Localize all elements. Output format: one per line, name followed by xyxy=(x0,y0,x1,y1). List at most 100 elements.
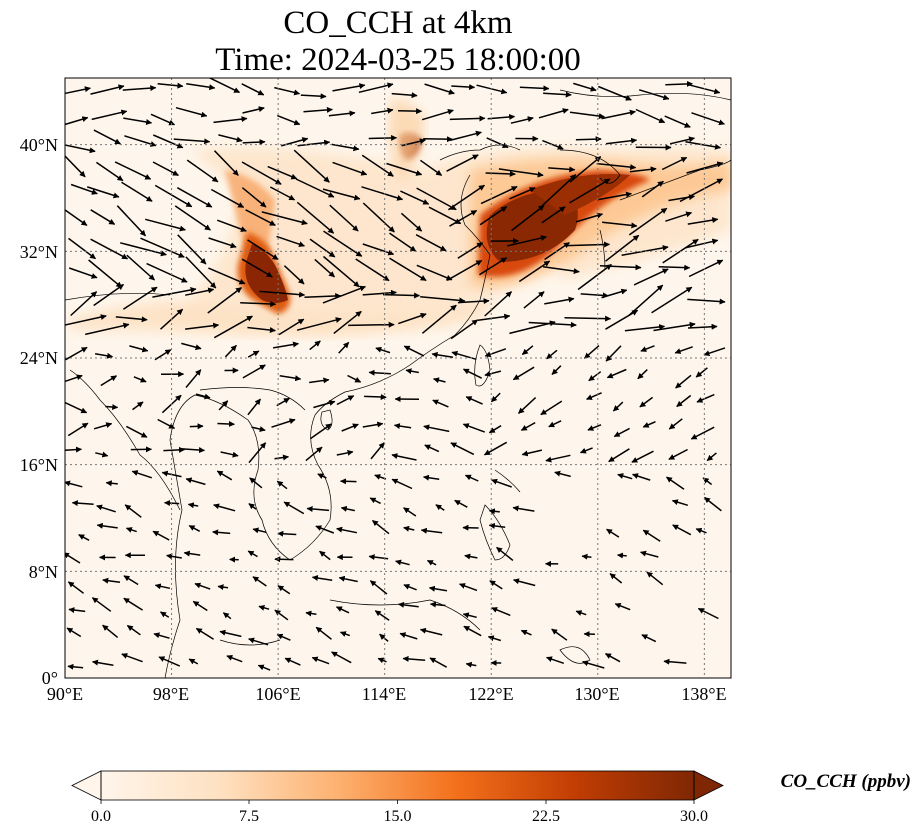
wind-arrow xyxy=(129,345,149,353)
wind-arrow xyxy=(454,499,468,508)
wind-arrow xyxy=(175,106,208,118)
wind-arrow xyxy=(70,183,98,195)
wind-arrow xyxy=(424,83,455,95)
wind-arrow xyxy=(542,139,564,150)
chart-subtitle-time: Time: 2024-03-25 18:00:00 xyxy=(215,42,581,78)
wind-arrow xyxy=(485,170,516,177)
wind-arrow xyxy=(488,425,502,434)
wind-arrow xyxy=(242,106,265,114)
wind-arrow xyxy=(269,186,296,201)
wind-arrow xyxy=(498,168,544,178)
wind-arrow xyxy=(185,369,202,388)
wind-arrow xyxy=(528,321,577,328)
wind-arrow xyxy=(672,524,692,536)
wind-arrow xyxy=(305,610,317,617)
wind-arrow xyxy=(338,575,358,583)
wind-arrow xyxy=(632,473,651,481)
wind-arrow xyxy=(564,315,612,322)
wind-arrow xyxy=(428,585,448,592)
wind-arrow xyxy=(426,559,437,566)
wind-arrow xyxy=(423,424,450,433)
wind-arrow xyxy=(661,156,688,171)
wind-arrow xyxy=(517,397,537,414)
wind-arrow xyxy=(340,478,357,485)
wind-arrow xyxy=(154,583,171,590)
wind-arrow xyxy=(185,322,220,330)
wind-arrow xyxy=(241,258,273,278)
wind-arrow xyxy=(696,393,715,403)
wind-arrow xyxy=(274,609,289,621)
wind-arrow xyxy=(249,477,263,489)
wind-arrow xyxy=(674,346,693,354)
wind-arrow xyxy=(368,134,398,141)
wind-arrow xyxy=(102,624,119,638)
wind-arrow xyxy=(459,583,478,592)
wind-arrow xyxy=(449,115,486,122)
wind-arrow xyxy=(449,209,478,227)
wind-arrow xyxy=(217,420,235,427)
wind-arrow xyxy=(276,633,291,641)
wind-arrow xyxy=(65,480,83,488)
wind-arrow xyxy=(309,238,336,258)
gridlines xyxy=(65,78,731,678)
wind-arrow xyxy=(640,345,655,352)
wind-arrow xyxy=(315,525,335,534)
wind-arrow xyxy=(369,497,381,505)
wind-arrow xyxy=(247,239,279,261)
wind-arrow xyxy=(489,580,503,590)
wind-arrow xyxy=(242,139,266,146)
wind-arrow xyxy=(697,607,719,620)
wind-arrow xyxy=(100,375,118,387)
wind-arrow xyxy=(240,300,277,307)
wind-arrow xyxy=(491,478,512,488)
wind-arrow xyxy=(511,204,545,232)
wind-arrow xyxy=(313,400,336,409)
colorbar-tick-label: 0.0 xyxy=(91,808,111,825)
wind-arrow xyxy=(641,634,657,643)
wind-arrow xyxy=(400,190,430,205)
wind-arrow xyxy=(374,474,387,480)
wind-arrow xyxy=(218,400,229,411)
wind-arrow xyxy=(95,451,109,458)
wind-arrow xyxy=(484,291,513,317)
wind-arrow xyxy=(96,504,116,513)
wind-arrow xyxy=(579,447,593,454)
wind-arrow xyxy=(67,663,84,670)
wind-arrow xyxy=(331,143,360,152)
wind-arrow xyxy=(90,84,125,95)
wind-arrow xyxy=(513,578,536,587)
wind-arrow xyxy=(145,218,186,232)
wind-arrow xyxy=(447,184,485,211)
wind-arrow xyxy=(219,629,242,638)
wind-arrow xyxy=(538,108,569,119)
wind-arrow xyxy=(218,134,243,143)
wind-arrow xyxy=(464,553,478,560)
wind-arrow xyxy=(629,166,657,173)
wind-arrow xyxy=(241,187,267,208)
wind-arrow xyxy=(68,607,86,614)
wind-arrow xyxy=(328,110,356,117)
wind-arrow xyxy=(348,321,395,328)
wind-arrow xyxy=(347,374,362,383)
wind-arrow xyxy=(668,448,688,460)
wind-arrow xyxy=(336,526,358,534)
wind-arrow xyxy=(368,369,391,376)
wind-arrow xyxy=(580,292,609,299)
wind-arrow xyxy=(277,530,297,537)
wind-arrow xyxy=(71,500,94,507)
wind-arrow xyxy=(105,480,118,487)
wind-arrow xyxy=(509,187,536,200)
wind-arrow xyxy=(248,503,257,510)
wind-arrow xyxy=(114,161,152,180)
wind-arrow xyxy=(604,653,621,663)
wind-arrow xyxy=(690,426,715,440)
wind-arrow xyxy=(154,349,172,361)
wind-arrow xyxy=(666,476,685,490)
wind-arrow xyxy=(70,291,98,317)
wind-arrow xyxy=(150,113,176,126)
wind-arrow xyxy=(159,611,170,618)
wind-arrow xyxy=(546,656,565,665)
lon-tick-label: 122°E xyxy=(468,684,513,704)
wind-arrow xyxy=(124,135,157,147)
wind-arrow xyxy=(216,470,233,481)
